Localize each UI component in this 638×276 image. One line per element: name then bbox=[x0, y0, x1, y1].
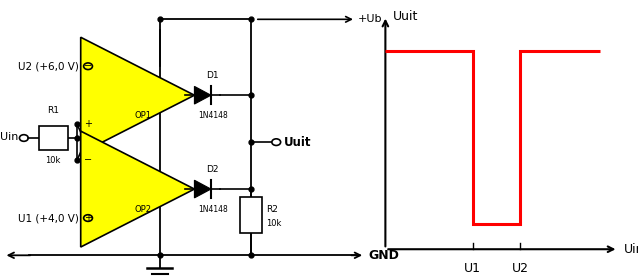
Text: OP1: OP1 bbox=[135, 111, 152, 120]
Text: Uuit: Uuit bbox=[393, 9, 419, 23]
Polygon shape bbox=[80, 131, 195, 247]
Text: +: + bbox=[84, 119, 92, 129]
Text: 10k: 10k bbox=[266, 219, 281, 228]
Text: Uin: Uin bbox=[624, 243, 638, 256]
Text: D2: D2 bbox=[207, 165, 219, 174]
Text: U2: U2 bbox=[512, 262, 529, 275]
Text: −: − bbox=[84, 155, 92, 165]
Polygon shape bbox=[195, 86, 211, 104]
Text: +: + bbox=[84, 213, 92, 223]
Text: U1 (+4,0 V): U1 (+4,0 V) bbox=[18, 213, 79, 223]
Text: GND: GND bbox=[369, 249, 399, 262]
Bar bbox=[241, 197, 262, 233]
Polygon shape bbox=[80, 37, 195, 153]
Text: Uin: Uin bbox=[0, 132, 19, 142]
Bar bbox=[38, 126, 68, 150]
Polygon shape bbox=[195, 180, 211, 198]
Text: +Ub: +Ub bbox=[358, 14, 382, 24]
Text: U1: U1 bbox=[464, 262, 481, 275]
Text: D1: D1 bbox=[207, 71, 219, 80]
Text: R2: R2 bbox=[266, 205, 278, 214]
Text: 1N4148: 1N4148 bbox=[198, 111, 228, 120]
Text: Uuit: Uuit bbox=[285, 136, 312, 149]
Text: R1: R1 bbox=[47, 105, 59, 115]
Text: −: − bbox=[84, 61, 92, 71]
Text: 1N4148: 1N4148 bbox=[198, 205, 228, 214]
Text: OP2: OP2 bbox=[135, 205, 152, 214]
Text: 10k: 10k bbox=[45, 156, 61, 165]
Text: U2 (+6,0 V): U2 (+6,0 V) bbox=[18, 61, 79, 71]
